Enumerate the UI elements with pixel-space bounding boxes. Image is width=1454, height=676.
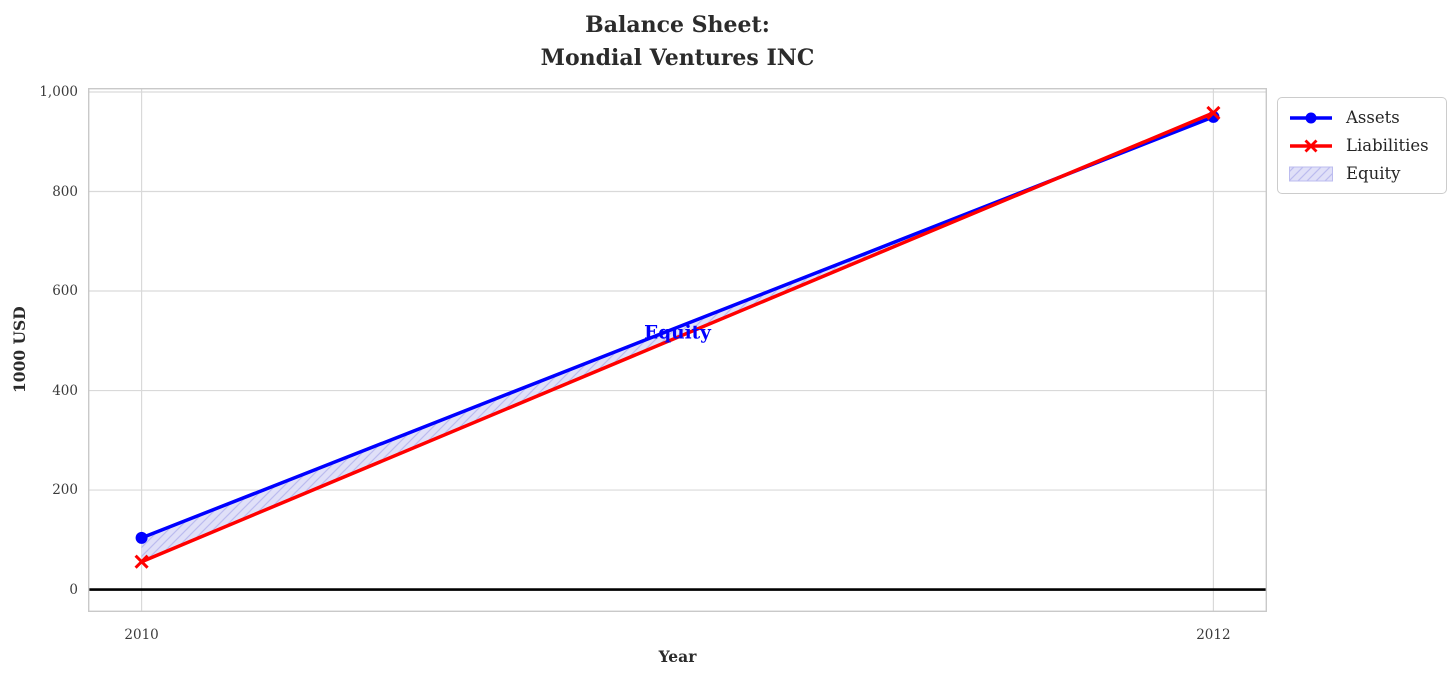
liabilities-line [139,111,1216,564]
liabilities-point-marker [1206,105,1221,120]
chart-canvas: Equity [87,87,1267,612]
assets-legend-swatch [1290,112,1332,123]
legend-item-equity: Equity [1288,163,1436,184]
y-tick-label: 400 [52,382,78,399]
equity-legend-patch-icon [1289,166,1333,181]
chart-title: Balance Sheet: Mondial Ventures INC [0,9,1355,75]
liabilities-legend-x-marker-icon [1304,139,1318,152]
legend-label-equity: Equity [1346,164,1401,183]
chart-title-line2: Mondial Ventures INC [540,45,815,71]
x-axis-label: Year [658,647,697,666]
liabilities-legend-swatch [1290,139,1332,152]
y-tick-label: 200 [52,482,78,499]
assets-legend-circle-marker-icon [1305,112,1317,123]
x-tick-label: 2010 [124,627,159,643]
legend-label-liabilities: Liabilities [1346,136,1429,155]
chart-title-line1: Balance Sheet: [585,12,770,38]
plot-frame [87,87,1267,612]
legend: Assets Liabilities Equity [1277,97,1447,194]
y-tick-label: 1,000 [39,83,78,100]
plot-area: Equity [87,87,1267,612]
x-tick-label: 2012 [1196,627,1231,643]
legend-label-assets: Assets [1346,108,1400,127]
equity-legend-swatch [1289,166,1333,181]
y-tick-label: 0 [69,581,78,598]
y-axis-label: 1000 USD [10,306,29,394]
y-tick-label: 800 [52,183,78,200]
liabilities-point-marker [134,554,149,569]
assets-point-marker [135,531,148,544]
equity-annotation: Equity [644,322,712,343]
legend-item-assets: Assets [1288,107,1436,128]
legend-item-liabilities: Liabilities [1288,135,1436,156]
y-tick-label: 600 [52,283,78,300]
